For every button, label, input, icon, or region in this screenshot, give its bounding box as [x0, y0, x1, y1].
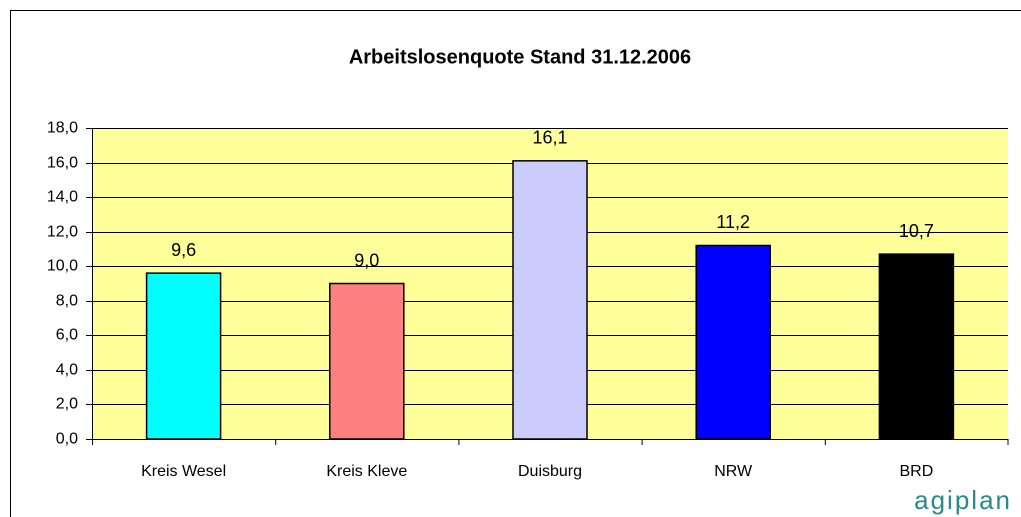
y-tick-label: 18,0 — [47, 120, 78, 137]
value-label: 9,0 — [354, 250, 379, 270]
y-tick-label: 10,0 — [47, 258, 78, 275]
bar — [695, 244, 771, 440]
logo: agiplan — [914, 485, 1012, 515]
y-tick-label: 14,0 — [47, 189, 78, 206]
y-tick-label: 12,0 — [47, 224, 78, 241]
value-label: 11,2 — [716, 212, 750, 232]
bar — [878, 253, 955, 440]
chart-title: Arbeitslosenquote Stand 31.12.2006 — [349, 46, 691, 68]
y-tick-label: 0,0 — [56, 431, 78, 448]
value-label: 9,6 — [171, 240, 196, 260]
y-tick-label: 4,0 — [56, 362, 78, 379]
x-tick-label: Kreis Wesel — [141, 463, 226, 480]
y-tick-label: 6,0 — [56, 327, 78, 344]
value-label: 10,7 — [899, 221, 934, 241]
x-tick-label: NRW — [714, 463, 753, 480]
value-label: 16,1 — [532, 128, 567, 148]
x-tick-label: BRD — [900, 463, 934, 480]
y-tick-label: 16,0 — [47, 155, 78, 172]
bar — [512, 160, 588, 440]
x-tick-label: Kreis Kleve — [326, 463, 407, 480]
y-tick-label: 8,0 — [56, 293, 78, 310]
bar — [145, 272, 222, 440]
bar — [329, 282, 405, 440]
y-tick-label: 2,0 — [56, 396, 78, 413]
x-tick-label: Duisburg — [518, 463, 582, 480]
